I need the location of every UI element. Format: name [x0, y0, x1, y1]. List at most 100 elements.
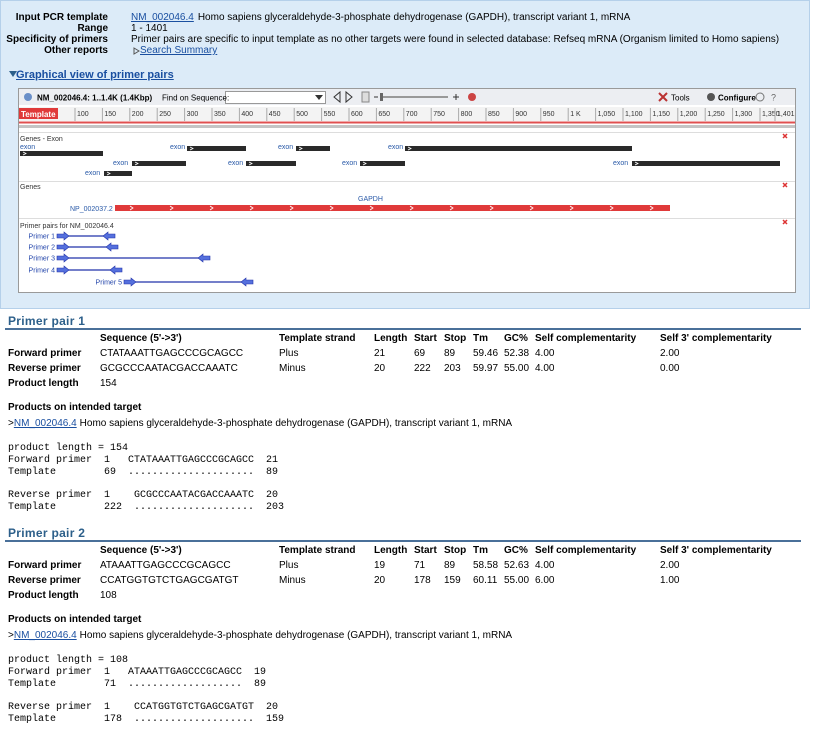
dropdown-arrow[interactable] — [315, 95, 323, 100]
primer-label: Primer 2 — [29, 245, 56, 252]
ruler-tick-label: 650 — [378, 111, 390, 118]
row-label: Product length — [8, 378, 79, 389]
forward-arrow — [123, 277, 137, 287]
gene-direction — [369, 205, 374, 211]
exon-bar — [132, 161, 186, 166]
table-cell: 4.00 — [535, 363, 555, 374]
ruler-tick-label: 300 — [187, 111, 199, 118]
column-header: Length — [374, 333, 408, 344]
ruler-tick-label: 900 — [515, 111, 527, 118]
pair-rule — [5, 540, 801, 542]
gene-direction — [209, 205, 214, 211]
close-track-icons[interactable] — [782, 133, 788, 225]
column-header: Template strand — [279, 545, 356, 556]
target-link[interactable]: NM_002046.4 — [13, 418, 77, 429]
zoom-icon[interactable] — [361, 91, 370, 103]
exon-direction — [362, 161, 367, 166]
table-cell: CTATAAATTGAGCCCGCAGCC — [100, 348, 244, 359]
column-header: Stop — [444, 333, 467, 344]
find-input[interactable] — [225, 91, 326, 104]
summary-label: Other reports — [44, 45, 108, 56]
exon-direction — [634, 161, 639, 166]
summary-triangle — [133, 47, 140, 55]
alignment-line: Template 222 .................... 203 — [8, 502, 285, 513]
exon-label: exon — [342, 160, 357, 167]
protein-label: NP_002037.2 — [70, 206, 113, 213]
column-header: Tm — [473, 333, 488, 344]
graphic-title[interactable]: Graphical view of primer pairs — [16, 69, 174, 81]
table-cell: GCGCCCAATACGACCAAATC — [100, 363, 238, 374]
exon-label: exon — [388, 144, 403, 151]
exon-label: exon — [613, 160, 628, 167]
gene-direction — [489, 205, 494, 211]
table-cell: 203 — [444, 363, 461, 374]
alignment-line: Reverse primer 1 GCGCCCAATACGACCAAATC 20 — [8, 490, 279, 501]
summary-value: Primer pairs are specific to input templ… — [131, 34, 780, 45]
table-cell: 222 — [414, 363, 431, 374]
exon-direction — [134, 161, 139, 166]
column-header: Sequence (5'->3') — [100, 545, 182, 556]
reverse-arrow — [105, 242, 119, 252]
table-cell: Minus — [279, 363, 306, 374]
exon-bar — [405, 146, 632, 151]
ruler-tick-label: 550 — [324, 111, 336, 118]
ruler-tick-label: 800 — [461, 111, 473, 118]
column-header: Self 3' complementarity — [660, 545, 772, 556]
primer-label: Primer 1 — [29, 234, 56, 241]
help-menu[interactable]: ? — [771, 93, 776, 103]
ruler-tick-label: 100 — [77, 111, 89, 118]
zoom-in[interactable] — [453, 94, 459, 100]
ruler-tick-label: 500 — [296, 111, 308, 118]
ruler-label: Template — [21, 110, 56, 119]
row-label: Forward primer — [8, 560, 82, 571]
gene-direction — [449, 205, 454, 211]
location: NM_002046.4: 1..1.4K (1.4Kbp) — [37, 94, 152, 103]
alignment-line: Template 71 ................... 89 — [8, 679, 267, 690]
tools-menu[interactable]: Tools — [671, 94, 690, 103]
exon-bar — [296, 146, 330, 151]
table-cell: 2.00 — [660, 560, 680, 571]
products-title: Products on intended target — [8, 402, 142, 413]
row-label: Reverse primer — [8, 363, 81, 374]
table-cell: 59.46 — [473, 348, 499, 359]
exon-label: exon — [170, 144, 185, 151]
table-cell: 55.00 — [504, 363, 530, 374]
column-header: Stop — [444, 545, 467, 556]
column-header: Length — [374, 545, 408, 556]
target-prefix: > — [8, 630, 14, 641]
table-cell: 4.00 — [535, 560, 555, 571]
target-link[interactable]: NM_002046.4 — [13, 630, 77, 641]
reload-icon[interactable] — [24, 93, 32, 101]
table-cell: 20 — [374, 575, 386, 586]
exon-label: exon — [278, 144, 293, 151]
zoom-thumb[interactable] — [380, 93, 383, 101]
summary-link[interactable]: NM_002046.4 — [131, 12, 194, 23]
configure-icon[interactable] — [707, 93, 715, 101]
table-cell: 69 — [414, 348, 426, 359]
configure-menu[interactable]: Configure — [718, 94, 756, 103]
row-label: Reverse primer — [8, 575, 81, 586]
ruler-tick-label: 700 — [406, 111, 418, 118]
target-description: Homo sapiens glyceraldehyde-3-phosphate … — [79, 418, 513, 429]
table-cell: 108 — [100, 590, 117, 601]
tools-icon[interactable] — [658, 92, 668, 102]
summary-label: Specificity of primers — [6, 34, 108, 45]
expand-triangle[interactable] — [9, 71, 17, 77]
ruler-tick-label: 850 — [488, 111, 500, 118]
exon-bar — [187, 146, 246, 151]
nav-arrows[interactable] — [333, 90, 353, 104]
ruler-tick-label: 1,100 — [625, 111, 643, 118]
exon-direction — [407, 146, 412, 151]
pair-title: Primer pair 1 — [8, 314, 86, 328]
refresh-icon[interactable] — [755, 92, 765, 102]
ruler-tick-label: 1,200 — [680, 111, 698, 118]
summary-value: 1 - 1401 — [131, 23, 168, 34]
table-cell: 89 — [444, 560, 456, 571]
template-bar — [19, 125, 795, 128]
exon-direction — [298, 146, 303, 151]
table-cell: 58.58 — [473, 560, 499, 571]
marker-icon[interactable] — [468, 93, 476, 101]
column-header: Tm — [473, 545, 488, 556]
track-title: Genes — [20, 184, 41, 191]
summary-link[interactable]: Search Summary — [140, 45, 218, 56]
